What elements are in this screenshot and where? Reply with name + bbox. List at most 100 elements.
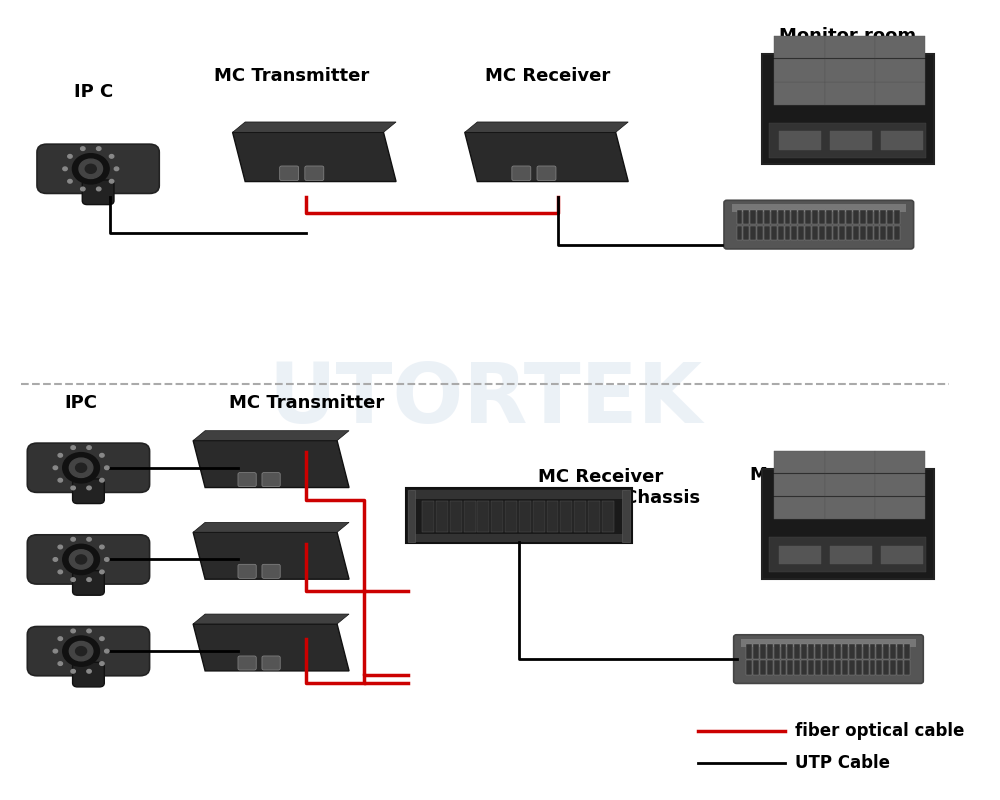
Circle shape	[63, 167, 67, 170]
Circle shape	[105, 650, 109, 653]
FancyBboxPatch shape	[771, 226, 777, 240]
FancyBboxPatch shape	[411, 534, 627, 542]
FancyBboxPatch shape	[875, 497, 925, 519]
FancyBboxPatch shape	[815, 644, 821, 658]
FancyBboxPatch shape	[846, 210, 852, 224]
Text: MC Transmitter: MC Transmitter	[214, 67, 369, 85]
Circle shape	[71, 486, 75, 490]
FancyBboxPatch shape	[622, 490, 630, 542]
Circle shape	[71, 629, 75, 633]
FancyBboxPatch shape	[791, 210, 797, 224]
Circle shape	[71, 670, 75, 673]
FancyBboxPatch shape	[408, 490, 415, 542]
FancyBboxPatch shape	[760, 660, 766, 674]
FancyBboxPatch shape	[560, 501, 572, 532]
FancyBboxPatch shape	[512, 166, 531, 181]
Circle shape	[76, 555, 87, 564]
FancyBboxPatch shape	[741, 638, 916, 646]
FancyBboxPatch shape	[798, 210, 804, 224]
FancyBboxPatch shape	[805, 210, 811, 224]
FancyBboxPatch shape	[477, 501, 489, 532]
Text: UTP Cable: UTP Cable	[795, 754, 890, 772]
FancyBboxPatch shape	[753, 644, 759, 658]
FancyBboxPatch shape	[890, 644, 896, 658]
Polygon shape	[465, 132, 628, 182]
FancyBboxPatch shape	[774, 82, 825, 105]
FancyBboxPatch shape	[860, 226, 866, 240]
Circle shape	[71, 538, 75, 541]
FancyBboxPatch shape	[767, 644, 773, 658]
Circle shape	[81, 147, 85, 150]
Text: UTORTEK: UTORTEK	[268, 359, 702, 441]
FancyBboxPatch shape	[876, 660, 882, 674]
Circle shape	[97, 147, 101, 150]
FancyBboxPatch shape	[874, 226, 879, 240]
Circle shape	[105, 558, 109, 562]
FancyBboxPatch shape	[835, 644, 841, 658]
FancyBboxPatch shape	[880, 210, 886, 224]
FancyBboxPatch shape	[826, 210, 832, 224]
FancyBboxPatch shape	[828, 644, 834, 658]
FancyBboxPatch shape	[819, 210, 825, 224]
FancyBboxPatch shape	[280, 166, 299, 181]
FancyBboxPatch shape	[867, 210, 873, 224]
Circle shape	[100, 637, 104, 641]
FancyBboxPatch shape	[904, 660, 910, 674]
FancyBboxPatch shape	[794, 644, 800, 658]
FancyBboxPatch shape	[830, 131, 872, 150]
FancyBboxPatch shape	[774, 474, 825, 496]
FancyBboxPatch shape	[769, 123, 926, 158]
FancyBboxPatch shape	[894, 226, 900, 240]
FancyBboxPatch shape	[887, 210, 893, 224]
FancyBboxPatch shape	[874, 210, 879, 224]
FancyBboxPatch shape	[870, 660, 875, 674]
Circle shape	[87, 538, 91, 541]
FancyBboxPatch shape	[305, 166, 324, 181]
FancyBboxPatch shape	[833, 226, 838, 240]
Text: fiber optical cable: fiber optical cable	[795, 722, 964, 740]
FancyBboxPatch shape	[863, 660, 869, 674]
FancyBboxPatch shape	[825, 36, 875, 58]
Circle shape	[105, 466, 109, 470]
FancyBboxPatch shape	[779, 131, 821, 150]
Polygon shape	[193, 614, 349, 624]
FancyBboxPatch shape	[73, 479, 104, 503]
FancyBboxPatch shape	[830, 546, 872, 564]
FancyBboxPatch shape	[491, 501, 503, 532]
FancyBboxPatch shape	[883, 644, 889, 658]
FancyBboxPatch shape	[737, 210, 742, 224]
FancyBboxPatch shape	[774, 36, 825, 58]
FancyBboxPatch shape	[27, 535, 150, 584]
FancyBboxPatch shape	[826, 226, 832, 240]
FancyBboxPatch shape	[825, 474, 875, 496]
FancyBboxPatch shape	[853, 226, 859, 240]
FancyBboxPatch shape	[724, 200, 914, 249]
FancyBboxPatch shape	[750, 210, 756, 224]
Circle shape	[76, 646, 87, 656]
FancyBboxPatch shape	[737, 226, 742, 240]
FancyBboxPatch shape	[774, 644, 780, 658]
FancyBboxPatch shape	[856, 644, 862, 658]
FancyBboxPatch shape	[794, 660, 800, 674]
FancyBboxPatch shape	[819, 226, 825, 240]
FancyBboxPatch shape	[880, 226, 886, 240]
FancyBboxPatch shape	[533, 501, 545, 532]
Circle shape	[87, 486, 91, 490]
FancyBboxPatch shape	[27, 626, 150, 676]
FancyBboxPatch shape	[743, 210, 749, 224]
FancyBboxPatch shape	[875, 82, 925, 105]
FancyBboxPatch shape	[732, 204, 906, 212]
FancyBboxPatch shape	[779, 546, 821, 564]
FancyBboxPatch shape	[875, 450, 925, 473]
FancyBboxPatch shape	[825, 59, 875, 82]
Circle shape	[58, 545, 62, 549]
FancyBboxPatch shape	[781, 644, 786, 658]
FancyBboxPatch shape	[767, 660, 773, 674]
FancyBboxPatch shape	[746, 660, 752, 674]
FancyBboxPatch shape	[519, 501, 531, 532]
Text: MC Receiver
in RACK Chassis: MC Receiver in RACK Chassis	[538, 468, 700, 506]
FancyBboxPatch shape	[27, 443, 150, 492]
Text: Monitor room: Monitor room	[750, 466, 887, 484]
FancyBboxPatch shape	[856, 660, 862, 674]
FancyBboxPatch shape	[833, 210, 838, 224]
